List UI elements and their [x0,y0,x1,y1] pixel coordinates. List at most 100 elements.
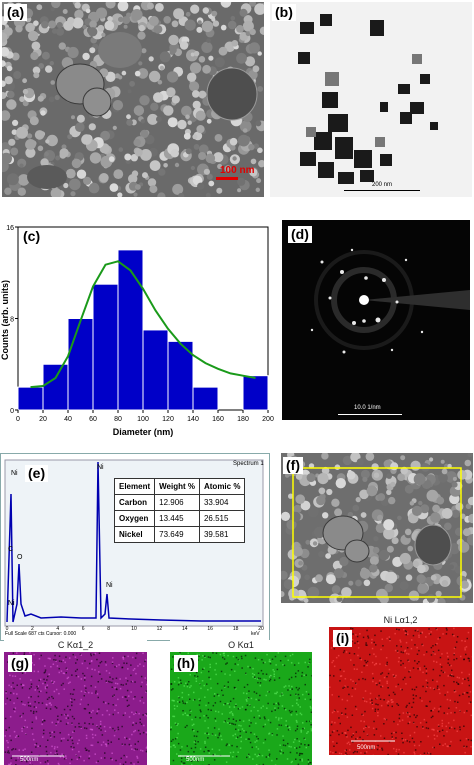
edx-spectrum-trace [6,461,261,623]
table-cell: Nickel [113,526,156,543]
x-tick-labels: 0 20 40 60 80 100 120 140 160 180 200 [16,410,274,423]
x-tick-label: 200 [262,416,274,423]
panel-i-ni-map: Ni Lα1,2 500nm (i) [329,615,472,755]
panel-a-scale-label: 100 nm [220,165,255,176]
panel-d-scale-bar [338,414,402,415]
panel-i-label: (i) [333,630,353,647]
histogram-bar [92,283,119,411]
x-tick-label: 60 [89,416,97,423]
edx-peak-o: O [17,554,23,561]
histogram-bar [67,318,94,411]
lognormal-fit-curve [30,260,256,389]
panel-g-label: (g) [8,655,32,672]
edx-footer-left: Full Scale 687 cts Cursor: 0.000 [5,631,77,637]
histogram-bar [117,249,144,411]
x-tick-label: 120 [162,416,174,423]
edx-tick-label: 16 [207,626,213,632]
y-tick-label: 8 [10,317,14,324]
x-tick-label: 140 [187,416,199,423]
edx-tick-label: 2 [31,626,34,632]
edx-footer-right: keV [251,631,260,637]
tem-particles [270,2,472,197]
y-tick-label: 16 [6,225,14,232]
edx-tick-label: 12 [156,626,163,632]
panel-h-o-map: O Kα1 500nm (h) [170,640,312,765]
x-tick-label: 100 [137,416,149,423]
edx-tick-label: 10 [131,626,137,632]
edx-tick-label: 20 [258,626,264,632]
map-i-title: Ni Lα1,2 [383,615,418,625]
panel-a-scale-bar [216,177,238,180]
map-g-title: C Kα1_2 [57,640,94,650]
table-cell: 26.515 [198,510,246,527]
edx-peak-ni-4: Ni [106,582,113,589]
table-cell: Oxygen [113,510,156,527]
histogram-bar [192,386,219,411]
edx-peak-c: C [8,546,14,553]
edx-x-ticks: 0 2 4 6 8 10 12 14 16 18 20 [5,626,264,634]
histogram-bar [142,329,169,411]
x-axis-label: Diameter (nm) [113,427,174,437]
map-h-title: O Kα1 [228,640,254,650]
panel-h-label: (h) [174,655,198,672]
panel-c-size-histogram: 0 20 40 60 80 100 120 140 160 180 200 0 8 16 Diamete… [0,215,276,440]
edx-tick-label: 8 [107,626,110,632]
edx-tick-label: 0 [5,626,9,632]
panel-b-scale-bar [344,190,420,191]
panel-e-label: (e) [25,465,49,482]
table-cell: 33.904 [198,494,246,511]
table-header-row: Element Weight % Atomic % [113,478,246,495]
table-row: Oxygen 13.445 26.515 [113,510,246,527]
x-tick-label: 80 [114,416,122,423]
x-tick-label: 180 [237,416,249,423]
histogram-bar [17,386,44,411]
panel-d-saed-pattern: (d) 10.0 1/nm [282,220,470,420]
panel-g-c-map: C Kα1_2 500nm (g) [4,640,147,765]
panel-b-scale-label: 200 nm [372,182,393,188]
histogram-bar [167,340,194,411]
panel-d-label: (d) [288,226,312,243]
x-tick-label: 20 [39,416,47,423]
table-header-cell: Weight % [154,478,200,495]
panel-d-scale-label: 10.0 1/nm [354,405,381,411]
histogram-bar [242,375,269,411]
map-h-scale: 500nm [186,757,205,763]
table-row: Carbon 12.906 33.904 [113,494,246,511]
sem-texture [2,2,264,197]
table-cell: 39.581 [198,526,246,543]
edx-tick-label: 4 [56,626,60,632]
histogram-bar [42,363,69,411]
y-tick-label: 0 [10,408,14,415]
sem-texture-f [281,453,473,603]
edx-peak-ni-2: Ni [8,600,15,607]
c-map-image [4,652,147,765]
edx-tick-label: 14 [182,626,188,632]
panel-b-label: (b) [272,4,296,21]
table-cell: 12.906 [154,494,200,511]
panel-f-label: (f) [283,457,303,474]
table-header-cell: Atomic % [198,478,246,495]
edx-composition-table: Element Weight % Atomic % Carbon 12.906 … [113,478,246,543]
panel-f-mapping-region: (f) [281,453,473,603]
diffraction-pattern [282,220,470,420]
chart-bars [17,249,269,411]
edx-peak-ni-3: Ni [97,464,104,471]
edx-peak-ni-1: Ni [11,470,18,477]
panel-b-tem-image: (b) 200 nm [270,2,472,197]
y-tick-labels: 0 8 16 [6,225,18,415]
panel-a-label: (a) [4,4,28,21]
x-tick-label: 160 [212,416,224,423]
panel-a-sem-image: (a) 100 nm [2,2,264,197]
x-tick-label: 0 [16,416,20,423]
edx-tick-label: 6 [81,626,85,632]
table-row: Nickel 73.649 39.581 [113,526,246,543]
histogram-chart: 0 20 40 60 80 100 120 140 160 180 200 0 8 16 Diamete… [0,225,274,437]
panel-e-edx-spectrum: C O Ni Ni Ni Ni Spectrum 1 (e) Element W… [0,453,270,641]
table-cell: Carbon [113,494,156,511]
y-axis-label: Counts (arb. units) [0,280,10,360]
ni-map-image [329,627,472,755]
panel-c-label: (c) [20,228,44,245]
edx-spectrum-label: Spectrum 1 [233,461,264,467]
map-g-scale: 500nm [20,757,39,763]
table-header-cell: Element [113,478,156,495]
